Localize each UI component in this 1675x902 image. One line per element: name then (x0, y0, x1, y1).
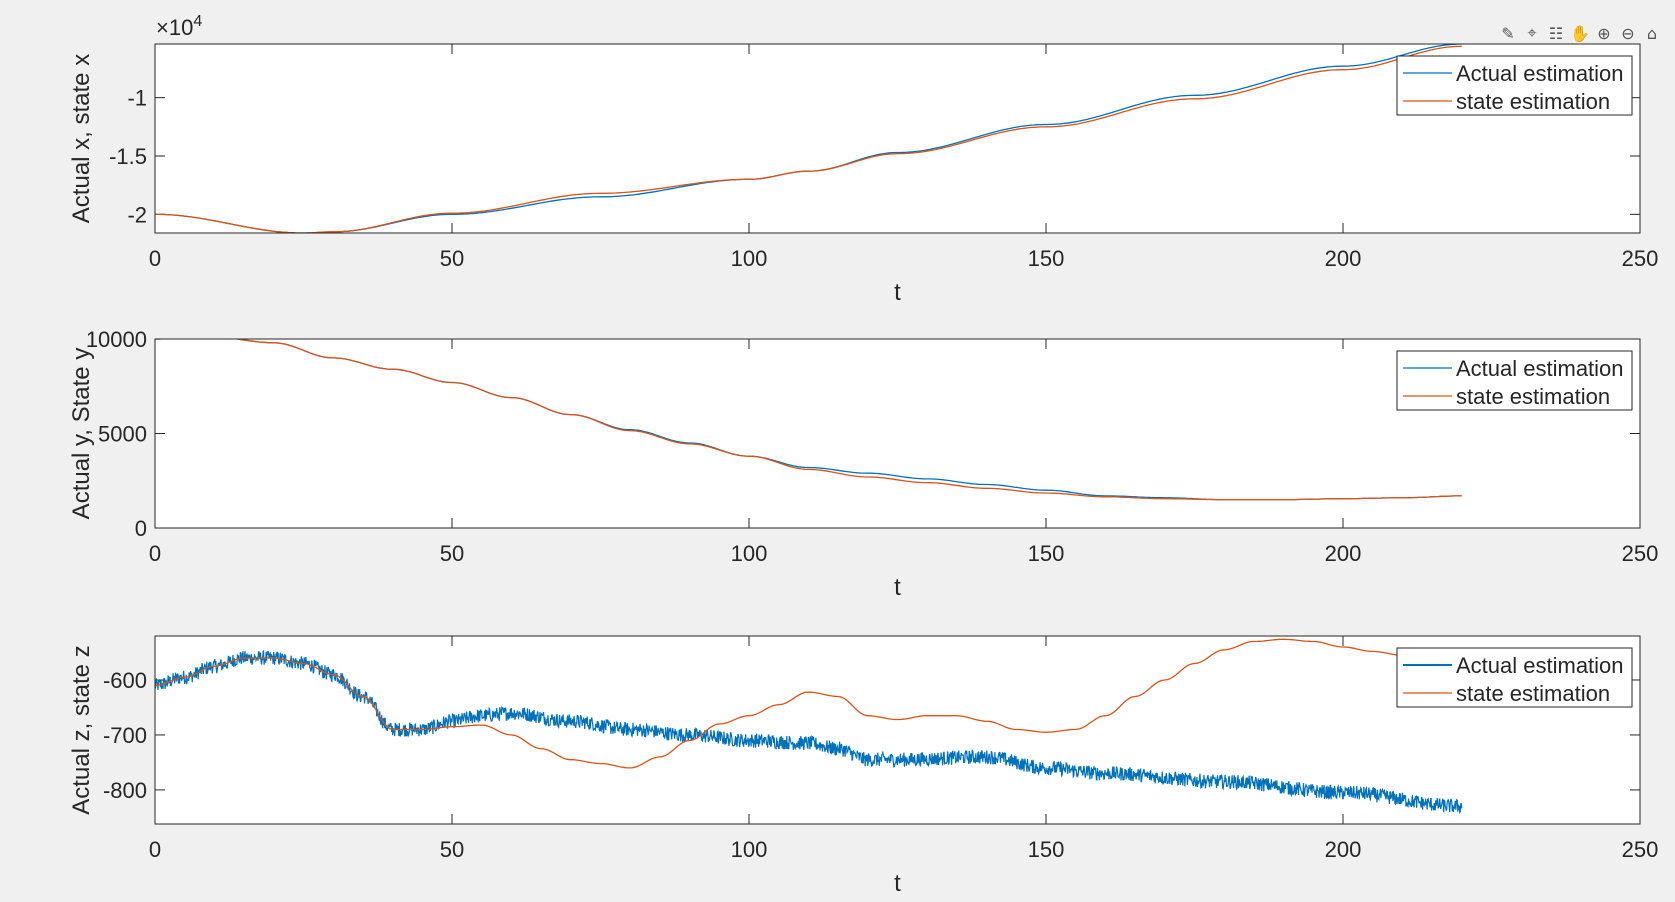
legend-entry: Actual estimation (1456, 356, 1624, 381)
x-tick-label: 50 (440, 246, 464, 271)
y-axis-label: Actual z, state z (68, 645, 95, 814)
legend-entry: state estimation (1456, 89, 1610, 114)
x-tick-label: 0 (149, 246, 161, 271)
y-tick-label: 10000 (86, 327, 147, 352)
x-tick-label: 250 (1622, 837, 1659, 862)
brush-icon[interactable]: ✎ (1501, 23, 1515, 43)
x-tick-label: 200 (1325, 541, 1362, 566)
y-axis-label: Actual y, State y (68, 348, 95, 520)
y-tick-label: -700 (103, 723, 147, 748)
x-tick-label: 150 (1028, 246, 1065, 271)
x-axis-label: t (894, 279, 901, 306)
x-tick-label: 0 (149, 837, 161, 862)
y-tick-label: -1.5 (109, 144, 147, 169)
legend-box (1396, 647, 1633, 708)
legend-entry: Actual estimation (1456, 653, 1624, 678)
figure-toolbar: ✎ ⌖ ☷ ✋ ⊕ ⊖ ⌂ (1497, 22, 1663, 44)
x-tick-label: 150 (1028, 837, 1065, 862)
plot-area (155, 44, 1640, 233)
subplot-2: 0 50 100 150 200 250 10000 5000 0 t Actual y, Stat… (68, 327, 1658, 601)
x-tick-label: 50 (440, 541, 464, 566)
legend-entry: Actual estimation (1456, 61, 1624, 86)
y-tick-label: -2 (127, 202, 147, 227)
series-line-state (155, 45, 1462, 233)
x-tick-label: 100 (731, 541, 768, 566)
x-tick-label: 0 (149, 541, 161, 566)
y-exponent-power: 4 (193, 13, 202, 30)
y-axis-label: Actual x, state x (68, 54, 95, 223)
x-tick-label: 250 (1622, 246, 1659, 271)
axes-box (154, 338, 1641, 529)
x-tick-label: 100 (731, 837, 768, 862)
zoom-in-icon[interactable]: ⊕ (1597, 23, 1611, 43)
subplot-3: 0 50 100 150 200 250 -600 -700 -800 t Actual z, st… (68, 635, 1659, 897)
series-line-state (155, 638, 1462, 769)
x-tick-label: 200 (1325, 837, 1362, 862)
y-tick-label: -600 (103, 668, 147, 693)
zoom-out-icon[interactable]: ⊖ (1621, 23, 1635, 43)
series-line-state (155, 339, 1462, 501)
y-tick-label: -1 (127, 86, 147, 111)
legend-entry: state estimation (1456, 384, 1610, 409)
x-axis-label: t (894, 574, 901, 601)
y-tick-label: 5000 (98, 422, 147, 447)
legend-entry: state estimation (1456, 681, 1610, 706)
x-axis-label: t (894, 870, 901, 897)
legend-icon[interactable]: ☷ (1548, 23, 1564, 43)
x-tick-label: 50 (440, 837, 464, 862)
y-exponent-label: ×104 (156, 13, 202, 40)
x-tick-label: 150 (1028, 541, 1065, 566)
x-tick-label: 250 (1622, 541, 1659, 566)
legend: Actual estimation state estimation (1396, 647, 1633, 708)
y-tick-label: 0 (135, 516, 147, 541)
pan-hand-icon[interactable]: ✋ (1570, 23, 1590, 43)
axes-box (154, 635, 1641, 825)
legend: Actual estimation state estimation (1396, 55, 1633, 116)
axes-box (154, 43, 1641, 234)
y-tick-label: -800 (103, 778, 147, 803)
legend-box (1396, 350, 1633, 411)
data-tips-icon[interactable]: ⌖ (1527, 23, 1537, 42)
legend-box (1396, 55, 1633, 116)
x-tick-label: 200 (1325, 246, 1362, 271)
legend: Actual estimation state estimation (1396, 350, 1633, 411)
subplot-1: 0 50 100 150 200 250 -1 -1.5 -2 t Actual x, state … (68, 13, 1658, 306)
x-tick-label: 100 (731, 246, 768, 271)
home-icon[interactable]: ⌂ (1646, 23, 1658, 43)
